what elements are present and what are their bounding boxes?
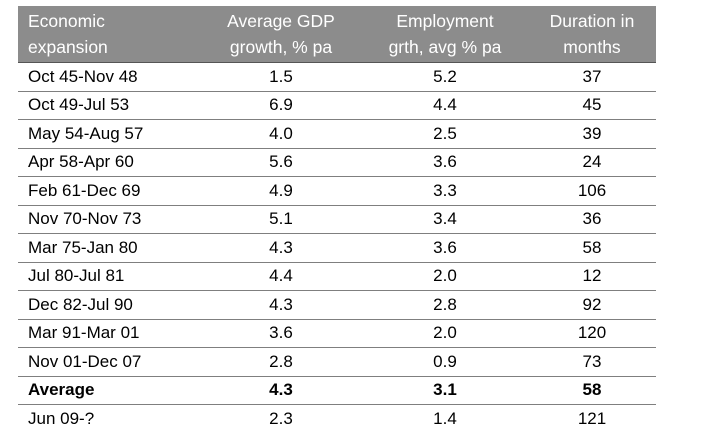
period-cell: Jul 80-Jul 81 — [18, 262, 200, 291]
employment-growth-cell: 3.3 — [362, 176, 528, 206]
duration-cell: 36 — [528, 205, 656, 234]
period-cell: Nov 01-Dec 07 — [18, 347, 200, 377]
employment-growth-cell: 0.9 — [362, 347, 528, 377]
header-row: Economic expansion Average GDP growth, %… — [18, 6, 656, 63]
header-line: Economic — [28, 11, 105, 31]
period-cell: Mar 91-Mar 01 — [18, 319, 200, 348]
employment-growth-cell: 3.6 — [362, 148, 528, 177]
gdp-growth-cell: 1.5 — [200, 62, 362, 92]
header-line: Employment — [396, 11, 494, 31]
period-cell: Average — [18, 376, 200, 405]
employment-growth-cell: 1.4 — [362, 404, 528, 426]
gdp-growth-cell: 5.6 — [200, 148, 362, 177]
gdp-growth-cell: 2.8 — [200, 347, 362, 377]
duration-cell: 106 — [528, 176, 656, 206]
employment-growth-cell: 2.0 — [362, 262, 528, 291]
header-line: Average GDP — [227, 11, 335, 31]
duration-cell: 45 — [528, 91, 656, 120]
table-row: Oct 45-Nov 48 1.5 5.2 37 — [18, 62, 656, 92]
table-row: Mar 91-Mar 01 3.6 2.0 120 — [18, 319, 656, 348]
period-cell: Oct 49-Jul 53 — [18, 91, 200, 120]
employment-growth-cell: 2.0 — [362, 319, 528, 348]
header-employment-growth: Employment grth, avg % pa — [362, 6, 528, 63]
period-cell: Apr 58-Apr 60 — [18, 148, 200, 177]
period-cell: Feb 61-Dec 69 — [18, 176, 200, 206]
table-row: May 54-Aug 57 4.0 2.5 39 — [18, 119, 656, 149]
header-line: months — [563, 37, 621, 57]
header-line: growth, % pa — [229, 37, 333, 57]
period-cell: Nov 70-Nov 73 — [18, 205, 200, 234]
gdp-growth-cell: 4.0 — [200, 119, 362, 149]
header-line: expansion — [28, 37, 108, 57]
duration-cell: 58 — [528, 233, 656, 263]
header-line: grth, avg % pa — [388, 37, 502, 57]
gdp-growth-cell: 4.3 — [200, 290, 362, 320]
gdp-growth-cell: 4.9 — [200, 176, 362, 206]
table-row: Jun 09-? 2.3 1.4 121 — [18, 404, 656, 426]
header-line: Duration in — [549, 11, 635, 31]
duration-cell: 37 — [528, 62, 656, 92]
duration-cell: 24 — [528, 148, 656, 177]
duration-cell: 92 — [528, 290, 656, 320]
table-body: Oct 45-Nov 48 1.5 5.2 37 Oct 49-Jul 53 6.9 4.4… — [18, 62, 656, 426]
average-row: Average 4.3 3.1 58 — [18, 376, 656, 405]
duration-cell: 12 — [528, 262, 656, 291]
table-row: Nov 70-Nov 73 5.1 3.4 36 — [18, 205, 656, 234]
employment-growth-cell: 3.4 — [362, 205, 528, 234]
gdp-growth-cell: 4.4 — [200, 262, 362, 291]
employment-growth-cell: 3.6 — [362, 233, 528, 263]
duration-cell: 120 — [528, 319, 656, 348]
period-cell: Oct 45-Nov 48 — [18, 62, 200, 92]
gdp-growth-cell: 5.1 — [200, 205, 362, 234]
duration-cell: 121 — [528, 404, 656, 426]
employment-growth-cell: 5.2 — [362, 62, 528, 92]
gdp-growth-cell: 2.3 — [200, 404, 362, 426]
header-duration-months: Duration in months — [528, 6, 656, 63]
employment-growth-cell: 2.8 — [362, 290, 528, 320]
period-cell: Jun 09-? — [18, 404, 200, 426]
table-row: Jul 80-Jul 81 4.4 2.0 12 — [18, 262, 656, 291]
header-average-gdp-growth: Average GDP growth, % pa — [200, 6, 362, 63]
period-cell: Dec 82-Jul 90 — [18, 290, 200, 320]
duration-cell: 39 — [528, 119, 656, 149]
gdp-growth-cell: 3.6 — [200, 319, 362, 348]
table-row: Nov 01-Dec 07 2.8 0.9 73 — [18, 347, 656, 377]
expansion-table: Economic expansion Average GDP growth, %… — [18, 6, 656, 426]
table-header: Economic expansion Average GDP growth, %… — [18, 6, 656, 63]
gdp-growth-cell: 4.3 — [200, 376, 362, 405]
table-row: Apr 58-Apr 60 5.6 3.6 24 — [18, 148, 656, 177]
period-cell: Mar 75-Jan 80 — [18, 233, 200, 263]
table-row: Oct 49-Jul 53 6.9 4.4 45 — [18, 91, 656, 120]
period-cell: May 54-Aug 57 — [18, 119, 200, 149]
employment-growth-cell: 3.1 — [362, 376, 528, 405]
employment-growth-cell: 4.4 — [362, 91, 528, 120]
data-table: Economic expansion Average GDP growth, %… — [18, 6, 656, 426]
duration-cell: 73 — [528, 347, 656, 377]
duration-cell: 58 — [528, 376, 656, 405]
table-row: Feb 61-Dec 69 4.9 3.3 106 — [18, 176, 656, 206]
header-economic-expansion: Economic expansion — [18, 6, 200, 63]
table-row: Mar 75-Jan 80 4.3 3.6 58 — [18, 233, 656, 263]
employment-growth-cell: 2.5 — [362, 119, 528, 149]
gdp-growth-cell: 4.3 — [200, 233, 362, 263]
table-row: Dec 82-Jul 90 4.3 2.8 92 — [18, 290, 656, 320]
gdp-growth-cell: 6.9 — [200, 91, 362, 120]
